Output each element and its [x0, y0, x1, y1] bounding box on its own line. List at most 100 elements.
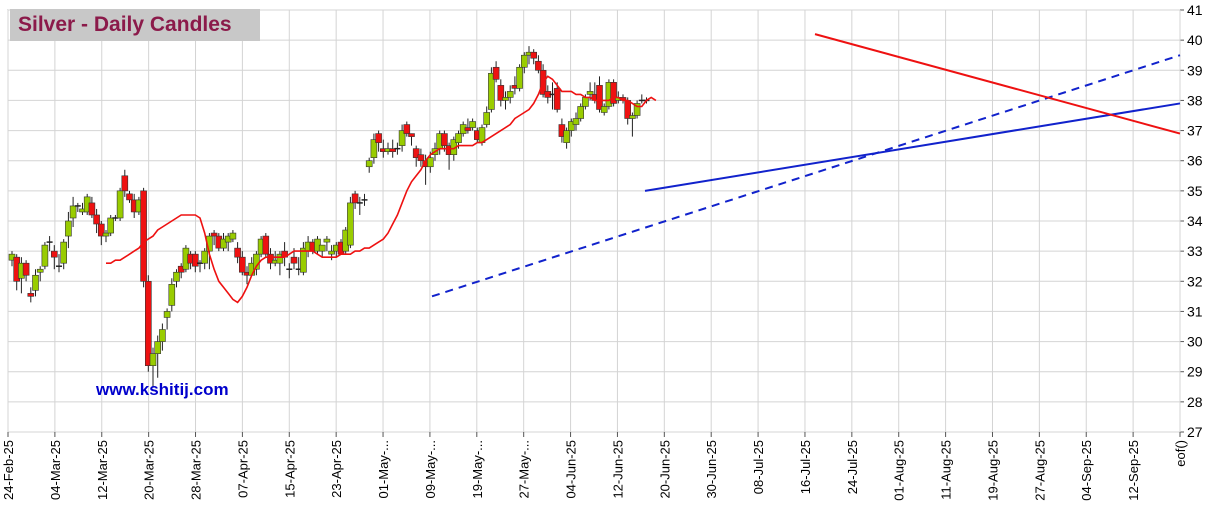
candle-body-up [520, 54, 528, 68]
candle-body-down [239, 256, 246, 273]
candle-body-down [126, 193, 133, 201]
candle-body-down [210, 232, 218, 237]
x-tick-label: 09-May-... [423, 440, 438, 499]
candle-body-up [300, 247, 307, 273]
candle-body-up [488, 73, 495, 110]
candle-body-up [229, 232, 237, 240]
candle-body-up [65, 220, 72, 237]
x-tick-label: eof() [1173, 440, 1188, 467]
y-tick-label: 29 [1187, 364, 1203, 380]
x-tick-label: 12-Mar-25 [95, 440, 110, 500]
candle-body-up [60, 241, 68, 264]
candle-body-down [530, 51, 538, 59]
y-tick-label: 28 [1187, 394, 1203, 410]
candle-body-down [192, 253, 199, 267]
x-tick-label: 23-Apr-25 [329, 440, 344, 498]
y-tick-label: 32 [1187, 273, 1203, 289]
candle-body-up [36, 268, 44, 273]
candle-body-down [50, 250, 58, 258]
candle-body-up [469, 121, 476, 128]
x-tick-label: 01-May-... [376, 440, 391, 499]
chart-title: Silver - Daily Candles [18, 13, 232, 36]
chart-title-box: Silver - Daily Candles [10, 9, 260, 41]
candle-body-up [159, 329, 166, 342]
candle-body-up [154, 341, 161, 354]
x-tick-label: 04-Mar-25 [48, 440, 63, 500]
candle-body-up [572, 118, 580, 125]
x-tick-label: 20-Jun-25 [657, 440, 672, 499]
candle-body-up [102, 232, 110, 237]
y-tick-label: 38 [1187, 92, 1203, 108]
x-tick-label: 04-Jun-25 [564, 440, 579, 499]
candle-body-up [347, 202, 354, 246]
candle-body-down [290, 256, 298, 264]
candle-body-down [403, 124, 411, 134]
candle-body-down [408, 133, 415, 137]
candle-body-up [567, 121, 575, 131]
candle-body-down [389, 148, 397, 152]
candle-body-up [483, 112, 491, 125]
y-tick-label: 27 [1187, 424, 1203, 440]
candle-body-down [27, 293, 35, 297]
candle-body-down [145, 280, 152, 366]
candle-body-up [149, 353, 157, 366]
candle-body-down [22, 262, 30, 276]
candle-body-up [107, 217, 114, 234]
candle-body-up [41, 244, 49, 267]
candle-body-up [173, 271, 180, 282]
x-tick-label: 19-Aug-25 [985, 440, 1000, 501]
candle-body-up [365, 160, 373, 168]
y-tick-label: 39 [1187, 62, 1203, 78]
candle-body-up [455, 133, 462, 143]
candle-body-up [577, 106, 585, 119]
candle-body-up [318, 244, 326, 252]
candle-body-up [116, 190, 124, 219]
candle-body-down [93, 214, 100, 225]
candle-body-up [32, 274, 39, 291]
x-tick-label: 30-Jun-25 [704, 440, 719, 499]
moving-average-line [106, 75, 657, 304]
x-tick-label: 27-May-... [517, 440, 532, 499]
candle-body-down [610, 82, 617, 104]
candle-body-down [441, 133, 448, 146]
candle-body-up [506, 91, 514, 98]
x-tick-label: 04-Sep-25 [1079, 440, 1094, 501]
x-tick-label: 28-Mar-25 [189, 440, 204, 500]
candle-body-up [163, 311, 171, 318]
candle-body-down [234, 247, 241, 258]
x-tick-label: 07-Apr-25 [235, 440, 250, 498]
candle-body-up [370, 139, 378, 159]
candle-body-up [220, 238, 227, 249]
y-tick-label: 35 [1187, 183, 1203, 199]
candle-body-up [582, 97, 589, 107]
candle-body-up [586, 91, 594, 95]
y-tick-label: 40 [1187, 32, 1203, 48]
candle-body-down [596, 85, 603, 110]
candle-body-up [398, 130, 406, 146]
x-tick-label: 20-Mar-25 [142, 440, 157, 500]
trendline-blue-dashed [431, 54, 1181, 298]
candle-body-up [426, 157, 434, 168]
x-tick-label: 27-Aug-25 [1032, 440, 1047, 501]
x-tick-label: 24-Feb-25 [1, 440, 16, 500]
candle-body-up [633, 103, 641, 116]
candle-body-up [629, 115, 636, 119]
candle-body-up [323, 238, 331, 243]
watermark-text: www.kshitij.com [96, 380, 229, 399]
candle-body-down [262, 235, 270, 255]
candle-body-up [276, 253, 284, 264]
y-tick-label: 34 [1187, 213, 1203, 229]
candle-body-up [201, 250, 208, 264]
x-tick-label: 12-Jun-25 [610, 440, 625, 499]
candle-body-up [516, 66, 523, 89]
trendline-blue-solid [644, 102, 1181, 192]
candle-body-down [412, 148, 420, 159]
candle-body-up [502, 97, 509, 101]
candle-body-down [140, 190, 147, 282]
x-tick-label: 11-Aug-25 [939, 440, 954, 500]
candle-body-up [600, 106, 608, 113]
candle-body-down [98, 223, 105, 237]
candle-body-down [88, 202, 96, 216]
candle-body-down [497, 85, 505, 101]
